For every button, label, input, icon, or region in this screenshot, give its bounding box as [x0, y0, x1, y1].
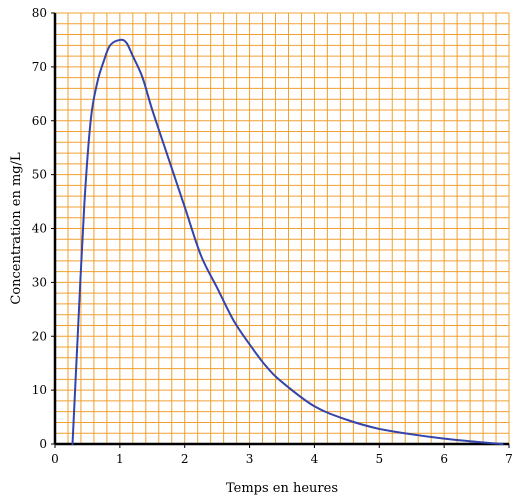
x-tick-label: 2 [181, 452, 189, 466]
x-tick-label: 3 [246, 452, 254, 466]
x-tick-label: 7 [505, 452, 513, 466]
grid [54, 12, 510, 445]
y-tick-label: 10 [32, 383, 47, 397]
x-tick-label: 1 [116, 452, 124, 466]
y-tick-label: 40 [32, 222, 47, 236]
concentration-curve [71, 38, 504, 445]
y-tick-label: 0 [39, 437, 47, 451]
y-axis-title: Concentration en mg/L [9, 152, 24, 305]
y-tick-label: 50 [32, 168, 47, 182]
x-tick-label: 0 [51, 452, 59, 466]
x-tick-label: 4 [311, 452, 319, 466]
x-tick-label: 5 [375, 452, 383, 466]
x-axis-title: Temps en heures [226, 481, 338, 496]
y-tick-label: 70 [32, 60, 47, 74]
y-tick-label: 30 [32, 275, 47, 289]
y-tick-label: 20 [32, 329, 47, 343]
x-tick-label: 6 [440, 452, 448, 466]
series [71, 38, 504, 445]
y-tick-label: 60 [32, 114, 47, 128]
y-tick-label: 80 [32, 6, 47, 20]
